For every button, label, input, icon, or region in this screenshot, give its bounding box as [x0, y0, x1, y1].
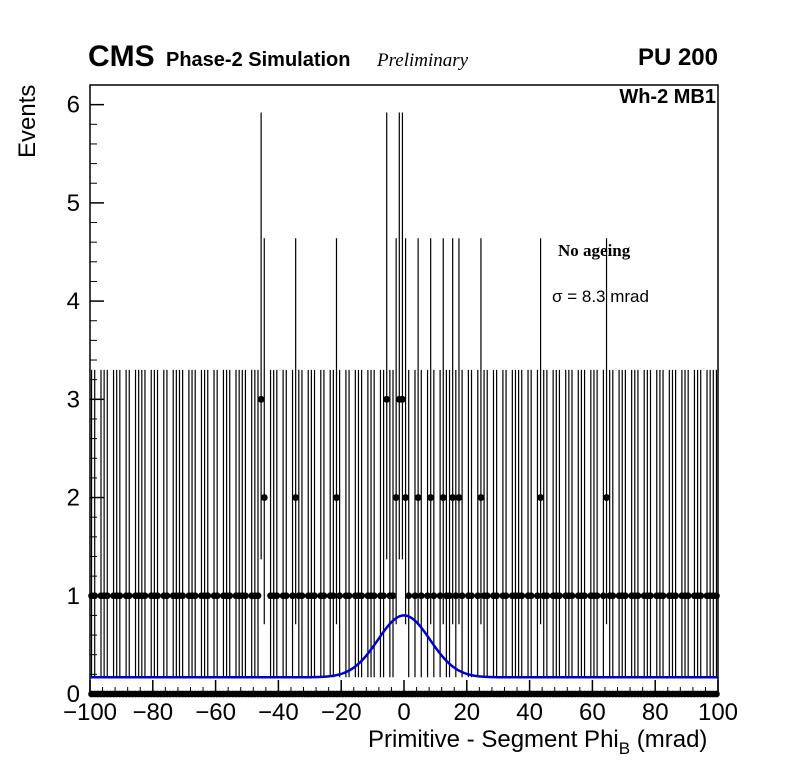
chamber-label: Wh-2 MB1	[619, 86, 716, 108]
x-axis-title: Primitive - Segment PhiB (mrad)	[368, 726, 708, 758]
plot-frame	[89, 84, 719, 695]
x-tick-label: −60	[195, 699, 236, 726]
pileup-label: PU 200	[637, 44, 718, 71]
histogram-markers	[88, 395, 720, 600]
ageing-label: No ageing	[558, 241, 631, 260]
y-tick-label: 4	[67, 288, 80, 315]
axis-ticks	[89, 84, 719, 695]
x-tick-label: −40	[258, 699, 299, 726]
y-tick-label: 5	[67, 190, 80, 217]
x-tick-label: 20	[453, 699, 480, 726]
y-tick-label: 3	[67, 386, 80, 413]
x-tick-label: −100	[63, 699, 117, 726]
x-axis-title-main: Primitive - Segment Phi	[368, 726, 619, 753]
histogram-error-bars	[90, 112, 718, 678]
sigma-label: σ = 8.3 mrad	[552, 287, 649, 306]
y-tick-label: 1	[67, 583, 80, 610]
x-tick-label: 40	[516, 699, 543, 726]
y-tick-label: 6	[67, 92, 80, 119]
x-tick-label: −20	[321, 699, 362, 726]
y-tick-label: 0	[67, 681, 80, 708]
x-tick-label: −80	[132, 699, 173, 726]
x-tick-label: 0	[397, 699, 410, 726]
zero-marker-band	[88, 690, 720, 698]
x-tick-label: 60	[579, 699, 606, 726]
x-tick-label: 80	[642, 699, 669, 726]
x-tick-label: 100	[698, 699, 738, 726]
experiment-label: CMS	[88, 40, 155, 73]
preliminary-label: Preliminary	[377, 50, 469, 71]
fit-curve	[90, 614, 718, 679]
tick-labels: −100 −80 −60 −40 −20 0 20 40 60 80 100 0 1 2 3 4 5 6	[63, 92, 738, 726]
x-axis-title-subscript: B	[618, 739, 631, 758]
phase-label: Phase-2 Simulation	[166, 49, 351, 71]
y-tick-label: 2	[67, 485, 80, 512]
x-axis-title-suffix: (mrad)	[630, 726, 708, 753]
